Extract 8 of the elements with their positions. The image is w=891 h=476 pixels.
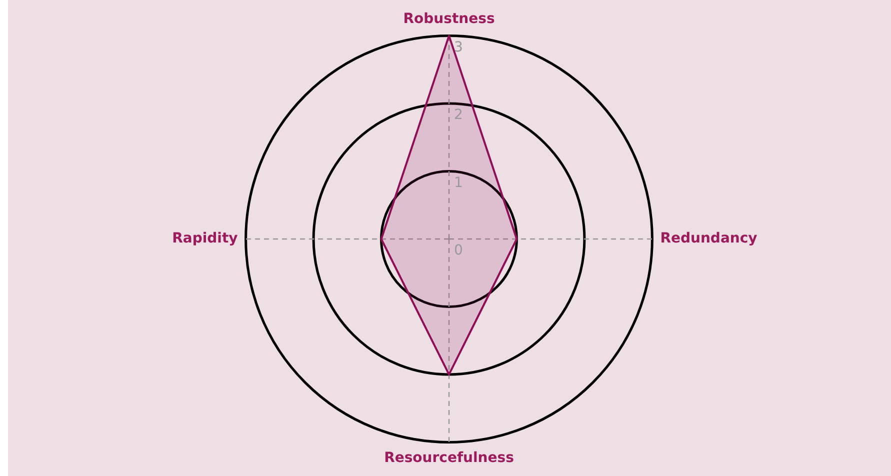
- y-tick-label: 2: [454, 107, 463, 124]
- y-tick-label: 3: [454, 39, 463, 56]
- y-tick-label: 1: [454, 174, 463, 191]
- spoke-label: Resourcefulness: [384, 450, 514, 466]
- spoke-label: Rapidity: [172, 230, 238, 247]
- y-tick-label: 0: [454, 242, 463, 259]
- spoke-label: Robustness: [403, 11, 495, 28]
- spoke-label: Redundancy: [660, 230, 758, 247]
